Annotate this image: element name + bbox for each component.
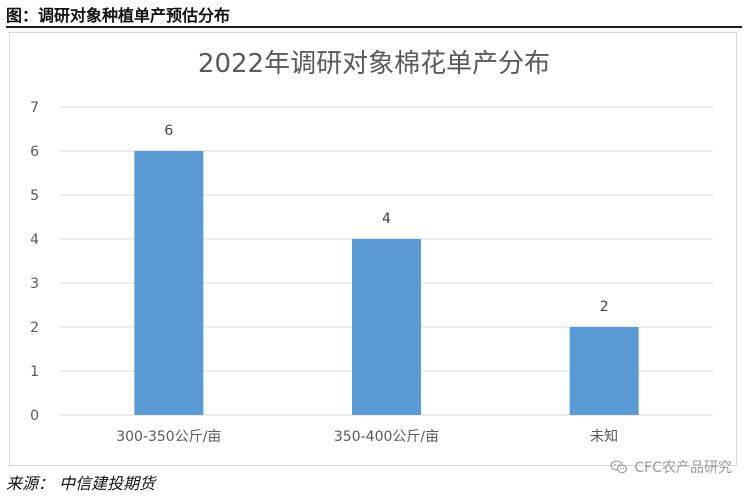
bar bbox=[569, 327, 639, 415]
x-tick-label: 350-400公斤/亩 bbox=[334, 428, 439, 445]
x-tick-label: 未知 bbox=[590, 428, 618, 445]
y-tick-label: 5 bbox=[30, 188, 39, 204]
y-tick-label: 1 bbox=[30, 364, 39, 380]
y-tick-label: 2 bbox=[30, 320, 39, 336]
wechat-icon bbox=[610, 460, 628, 474]
data-label: 2 bbox=[600, 299, 609, 315]
figure-title: 图：调研对象种植单产预估分布 bbox=[6, 6, 231, 25]
bar bbox=[352, 239, 421, 415]
data-label: 6 bbox=[164, 123, 173, 139]
source-note: 来源： 中信建投期货 bbox=[6, 474, 156, 493]
y-tick-label: 6 bbox=[30, 144, 39, 160]
chart-title: 2022年调研对象棉花单产分布 bbox=[198, 49, 550, 79]
bar-chart: 2022年调研对象棉花单产分布 0 1 2 3 4 5 6 7 6 4 2 300-350公斤/亩… bbox=[30, 49, 713, 445]
y-tick-label: 4 bbox=[30, 232, 39, 248]
chart-frame: 2022年调研对象棉花单产分布 0 1 2 3 4 5 6 7 6 4 2 300-350公斤/亩… bbox=[9, 32, 737, 466]
y-tick-label: 7 bbox=[30, 100, 39, 116]
y-tick-label: 0 bbox=[30, 408, 39, 424]
title-divider bbox=[6, 26, 742, 28]
watermark-text: CFC农产品研究 bbox=[634, 460, 732, 476]
watermark: CFC农产品研究 bbox=[610, 457, 732, 477]
x-tick-label: 300-350公斤/亩 bbox=[116, 428, 221, 445]
data-label: 4 bbox=[382, 211, 391, 227]
bar bbox=[134, 151, 204, 415]
y-tick-label: 3 bbox=[30, 276, 39, 292]
